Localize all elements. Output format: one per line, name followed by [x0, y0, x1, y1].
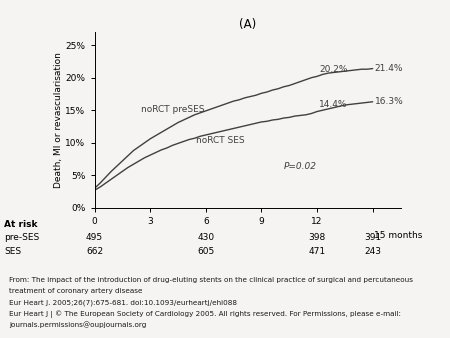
Text: 471: 471 [309, 247, 326, 256]
Text: 495: 495 [86, 233, 103, 242]
Text: 430: 430 [197, 233, 214, 242]
Text: treatment of coronary artery disease: treatment of coronary artery disease [9, 288, 143, 294]
Text: journals.permissions@oupjournals.org: journals.permissions@oupjournals.org [9, 321, 146, 328]
Text: SES: SES [4, 247, 22, 256]
Text: 398: 398 [308, 233, 326, 242]
Text: Eur Heart J. 2005;26(7):675-681. doi:10.1093/eurheartj/ehi088: Eur Heart J. 2005;26(7):675-681. doi:10.… [9, 299, 237, 306]
Text: 605: 605 [197, 247, 214, 256]
Text: 14.4%: 14.4% [319, 100, 347, 109]
Text: noRCT preSES: noRCT preSES [141, 104, 204, 114]
Text: 662: 662 [86, 247, 103, 256]
Text: noRCT SES: noRCT SES [197, 136, 245, 145]
Text: P=0.02: P=0.02 [284, 162, 317, 171]
Text: From: The impact of the introduction of drug-eluting stents on the clinical prac: From: The impact of the introduction of … [9, 277, 413, 283]
Title: (A): (A) [239, 18, 256, 31]
Text: Eur Heart J | © The European Society of Cardiology 2005. All rights reserved. Fo: Eur Heart J | © The European Society of … [9, 310, 401, 318]
Text: 391: 391 [364, 233, 381, 242]
Text: 20.2%: 20.2% [319, 66, 347, 74]
Text: 21.4%: 21.4% [374, 64, 403, 73]
Text: At risk: At risk [4, 220, 38, 229]
Text: 15 months: 15 months [374, 231, 422, 240]
Text: 16.3%: 16.3% [374, 97, 403, 106]
Y-axis label: Death, MI or revascularisation: Death, MI or revascularisation [54, 52, 63, 188]
Text: pre-SES: pre-SES [4, 233, 40, 242]
Text: 243: 243 [364, 247, 381, 256]
